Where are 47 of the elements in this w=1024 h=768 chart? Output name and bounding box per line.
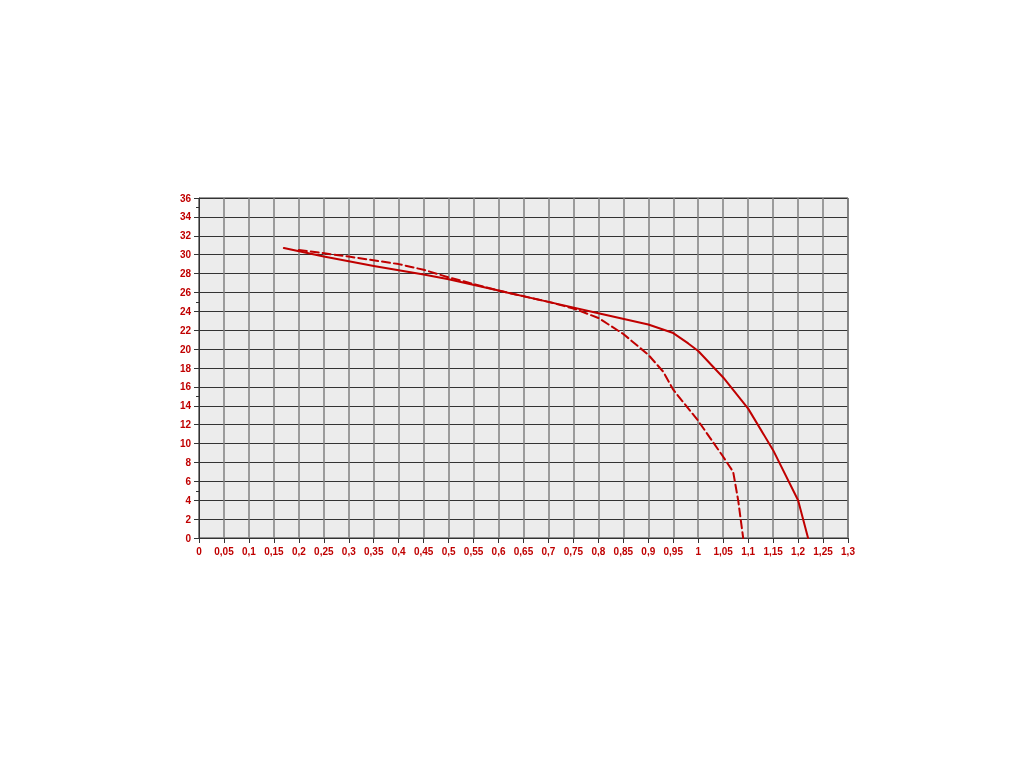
y-tick-label: 30 bbox=[179, 249, 192, 261]
x-tick-label: 0,8 bbox=[591, 545, 606, 557]
y-tick-label: 34 bbox=[179, 211, 192, 223]
x-tick-label: 0,55 bbox=[463, 545, 484, 557]
y-tick-label: 36 bbox=[179, 192, 192, 204]
x-tick-label: 0,15 bbox=[264, 545, 285, 557]
y-tick-label: 4 bbox=[185, 494, 192, 506]
y-tick-label: 6 bbox=[185, 475, 192, 487]
x-tick-label: 0,3 bbox=[341, 545, 357, 557]
y-tick-label: 32 bbox=[179, 230, 192, 242]
y-tick-label: 22 bbox=[179, 324, 192, 336]
x-tick-label: 0,25 bbox=[314, 545, 334, 557]
y-tick-label: 20 bbox=[179, 343, 192, 355]
x-tick-label: 1,3 bbox=[841, 545, 856, 557]
y-tick-label: 8 bbox=[185, 456, 192, 468]
x-tick-label: 1,1 bbox=[741, 545, 756, 557]
x-tick-label: 0,5 bbox=[441, 545, 456, 557]
x-tick-label: 0,2 bbox=[291, 545, 307, 557]
y-tick-label: 24 bbox=[179, 305, 192, 317]
x-tick-label: 1,15 bbox=[763, 545, 784, 557]
y-tick-label: 26 bbox=[179, 286, 192, 298]
x-tick-label: 0,7 bbox=[541, 545, 556, 557]
y-tick-label: 0 bbox=[185, 532, 192, 544]
x-tick-label: 1 bbox=[695, 545, 702, 557]
y-tick-label: 10 bbox=[179, 438, 192, 450]
line-series bbox=[282, 247, 810, 539]
x-tick-label: 1,05 bbox=[713, 545, 734, 557]
x-tick-label: 0,65 bbox=[513, 545, 534, 557]
x-tick-label: 0,05 bbox=[214, 545, 235, 557]
y-tick-label: 16 bbox=[179, 381, 192, 393]
x-tick-label: 0,9 bbox=[641, 545, 656, 557]
y-tick-label: 12 bbox=[179, 419, 192, 431]
y-tick-label: 28 bbox=[179, 268, 192, 280]
x-tick-label: 0,85 bbox=[613, 545, 634, 557]
x-tick-label: 0,45 bbox=[413, 545, 434, 557]
y-tick-label: 18 bbox=[179, 362, 192, 374]
x-tick-label: 0,35 bbox=[364, 545, 384, 557]
x-tick-label: 0 bbox=[196, 545, 203, 557]
x-tick-label: 0,95 bbox=[663, 545, 684, 557]
x-tick-label: 0,75 bbox=[563, 545, 584, 557]
x-tick-label: 1,2 bbox=[791, 545, 806, 557]
y-tick-label: 14 bbox=[179, 400, 192, 412]
x-tick-label: 0,6 bbox=[491, 545, 506, 557]
y-tick-label: 2 bbox=[185, 513, 192, 525]
x-tick-label: 0,1 bbox=[241, 545, 257, 557]
x-tick-label: 0,4 bbox=[391, 545, 407, 557]
x-tick-label: 1,25 bbox=[813, 545, 834, 557]
